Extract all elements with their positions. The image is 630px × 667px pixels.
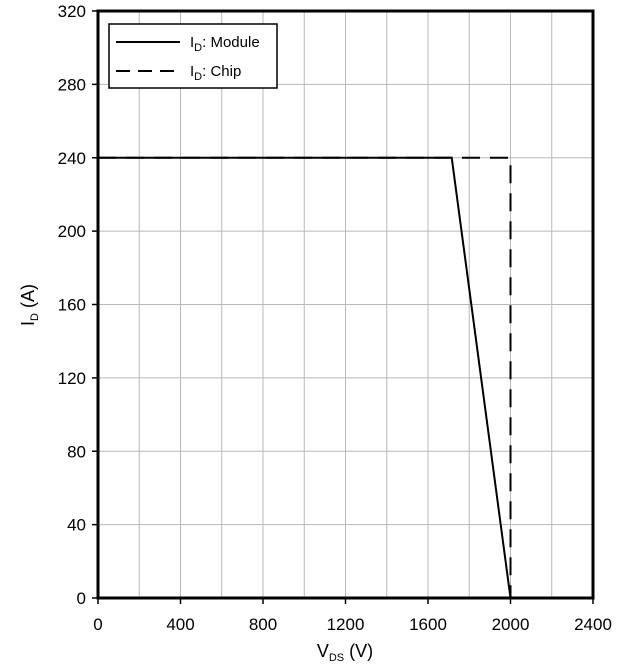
y-tick-label: 200 [58, 222, 86, 241]
x-tick-label: 2000 [492, 615, 530, 634]
x-axis-title: VDS (V) [317, 641, 373, 664]
y-tick-label: 280 [58, 75, 86, 94]
x-axis-ticks: 0 400 800 1200 1600 2000 2400 [93, 598, 612, 634]
x-tick-label: 2400 [574, 615, 612, 634]
y-tick-label: 0 [77, 589, 86, 608]
x-tick-label: 800 [249, 615, 277, 634]
y-tick-label: 40 [67, 516, 86, 535]
y-axis-title: ID (A) [18, 284, 41, 326]
x-tick-label: 1200 [327, 615, 365, 634]
series-lines [98, 156, 512, 599]
y-tick-label: 240 [58, 149, 86, 168]
x-tick-label: 0 [93, 615, 102, 634]
legend-box [108, 23, 278, 89]
y-tick-label: 120 [58, 369, 86, 388]
legend: ID: Module ID: Chip [108, 23, 278, 89]
y-tick-label: 80 [67, 442, 86, 461]
x-tick-label: 400 [166, 615, 194, 634]
legend-label-chip: ID: Chip [190, 63, 241, 83]
x-tick-label: 1600 [409, 615, 447, 634]
series-line-chip [98, 156, 512, 598]
y-tick-label: 160 [58, 296, 86, 315]
y-tick-label: 320 [58, 2, 86, 21]
legend-label-module: ID: Module [190, 34, 260, 54]
y-axis-ticks: 0 40 80 120 160 200 240 280 320 [58, 2, 98, 608]
